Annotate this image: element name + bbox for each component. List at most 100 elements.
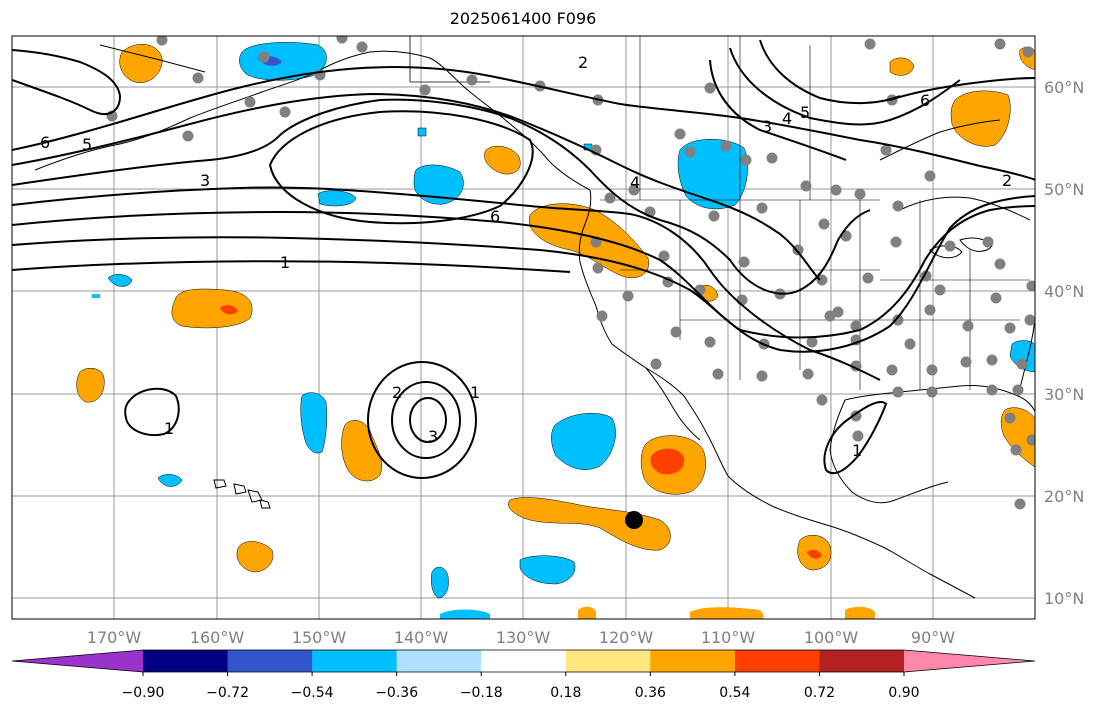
station-dot	[1004, 322, 1016, 334]
station-dot	[592, 262, 604, 274]
contour-line	[709, 59, 847, 161]
lon-tick-label: 160°W	[190, 628, 245, 647]
lon-tick-label: 100°W	[804, 628, 859, 647]
station-dot	[738, 256, 750, 268]
station-layer	[106, 36, 1035, 510]
colorbar-tick-label: 0.18	[550, 685, 581, 701]
contour-line	[823, 400, 888, 475]
station-dot	[850, 410, 862, 422]
station-dot	[816, 394, 828, 406]
anomaly-patch	[508, 497, 671, 551]
colorbar-segment	[143, 650, 229, 672]
anomaly-patch	[677, 139, 748, 210]
lon-tick-label: 120°W	[599, 628, 654, 647]
colorbar-segment	[312, 650, 398, 672]
station-dot	[756, 202, 768, 214]
anomaly-patch	[417, 127, 427, 137]
station-dot	[684, 146, 696, 158]
lat-tick-label: 30°N	[1044, 385, 1084, 404]
station-dot	[466, 74, 478, 86]
contour-line	[12, 92, 821, 281]
anomaly-patch	[690, 607, 764, 619]
station-dot	[944, 240, 956, 252]
station-dot	[892, 200, 904, 212]
anomaly-patch	[650, 448, 685, 475]
station-dot	[1012, 384, 1024, 396]
colorbar-extend-high	[904, 650, 1035, 672]
station-dot	[670, 326, 682, 338]
lon-tick-label: 140°W	[394, 628, 449, 647]
anomaly-patch	[807, 549, 822, 559]
lon-tick-label: 130°W	[496, 628, 551, 647]
contour-label-layer: 6 5 2 3 4 5 6 2 6 3 4 1 2 3 1 1 1	[40, 53, 1012, 460]
station-dot	[880, 144, 892, 156]
anomaly-patch	[300, 392, 328, 454]
station-dot	[934, 284, 946, 296]
station-dot	[892, 314, 904, 326]
station-dot	[904, 338, 916, 350]
station-dot	[994, 38, 1006, 50]
contour-line	[12, 195, 1035, 353]
station-dot	[156, 36, 168, 46]
anomaly-patch	[239, 42, 327, 81]
contour-label: 3	[428, 427, 438, 446]
anomaly-patch	[528, 203, 650, 278]
anomaly-patch	[341, 420, 382, 482]
station-dot	[850, 320, 862, 332]
anomaly-patch	[440, 609, 490, 619]
contour-label: 5	[800, 103, 810, 122]
coastline	[1017, 312, 1035, 397]
contour-label: 2	[392, 383, 402, 402]
colorbar-segment	[481, 650, 567, 672]
colorbar-tick-label: −0.72	[206, 685, 249, 701]
lat-tick-label: 60°N	[1044, 78, 1084, 97]
station-dot	[924, 170, 936, 182]
coastline	[879, 119, 1001, 161]
colorbar-segment	[227, 650, 313, 672]
station-dot	[192, 72, 204, 84]
anomaly-fill-layer	[76, 42, 1035, 619]
anomaly-patch	[889, 57, 915, 76]
station-dot	[756, 370, 768, 382]
contour-line	[12, 205, 1035, 339]
anomaly-patch	[220, 305, 238, 315]
contour-line	[12, 66, 1035, 181]
colorbar-segment	[650, 650, 736, 672]
contour-label: 4	[630, 173, 640, 192]
station-dot	[1026, 280, 1035, 292]
coastline	[959, 237, 993, 252]
anomaly-patch	[1009, 340, 1035, 373]
contour-line	[12, 186, 881, 381]
contour-label: 2	[1002, 171, 1012, 190]
contour-label: 3	[200, 171, 210, 190]
colorbar-segment	[819, 650, 905, 672]
contour-line	[409, 397, 447, 443]
station-dot	[1026, 434, 1035, 446]
station-dot	[1016, 358, 1028, 370]
contour-label: 6	[40, 133, 50, 152]
colorbar-tick-label: −0.18	[460, 685, 503, 701]
colorbar-tick-label: −0.90	[122, 685, 165, 701]
station-dot	[1010, 444, 1022, 456]
anomaly-patch	[413, 164, 464, 205]
coastline	[259, 499, 271, 509]
colorbar	[11, 649, 1036, 673]
station-dot	[890, 236, 902, 248]
map-title: 2025061400 F096	[449, 9, 597, 28]
coastline	[233, 483, 247, 495]
contour-label: 6	[490, 207, 500, 226]
contour-label: 1	[164, 419, 174, 438]
lon-tick-label: 110°W	[701, 628, 756, 647]
station-dot	[766, 152, 778, 164]
coastline	[727, 475, 976, 599]
coastline	[899, 196, 1031, 221]
station-dot	[864, 38, 876, 50]
station-dot	[792, 244, 804, 256]
station-dot	[962, 320, 974, 332]
lat-tick-label: 20°N	[1044, 487, 1084, 506]
colorbar-segment	[565, 650, 651, 672]
station-dot	[244, 96, 256, 108]
colorbar-tick-label: 0.54	[719, 685, 750, 701]
colorbar-tick-label: −0.36	[375, 685, 418, 701]
